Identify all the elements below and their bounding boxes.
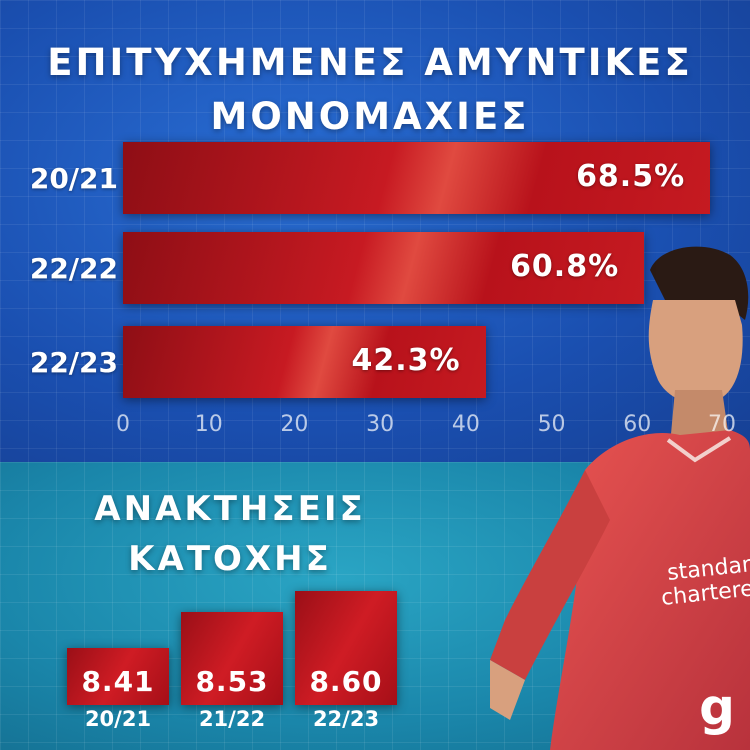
x-axis-tick-label: 0 bbox=[116, 412, 130, 437]
season-label: 20/21 bbox=[29, 162, 118, 195]
duel-bar bbox=[123, 326, 486, 398]
season-label: 22/23 bbox=[29, 346, 118, 379]
duel-bar-value-label: 42.3% bbox=[351, 343, 461, 378]
recovery-bar bbox=[181, 612, 283, 705]
season-label: 22/22 bbox=[29, 252, 118, 285]
duel-bar bbox=[123, 142, 711, 214]
duel-bar-value-label: 68.5% bbox=[576, 159, 686, 194]
x-axis-tick-label: 50 bbox=[537, 412, 566, 437]
season-label: 22/23 bbox=[312, 707, 380, 731]
season-label: 20/21 bbox=[84, 707, 152, 731]
chart-title-line-1: ΑΝΑΚΤΗΣΕΙΣ bbox=[94, 489, 366, 529]
duel-bar bbox=[123, 232, 645, 304]
chart-title-recoveries: ΑΝΑΚΤΗΣΕΙΣ ΚΑΤΟΧΗΣ bbox=[60, 484, 400, 584]
chart-title-line-2: ΜΟΝΟΜΑΧΙΕΣ bbox=[210, 95, 530, 138]
recovery-bar-value-label: 8.60 bbox=[309, 665, 383, 698]
x-axis-tick-label: 70 bbox=[708, 412, 736, 437]
recovery-bar-value-label: 8.41 bbox=[81, 665, 155, 698]
duel-bar-value-label: 60.8% bbox=[510, 249, 620, 284]
x-axis-tick-label: 60 bbox=[623, 412, 652, 437]
x-axis-tick-label: 30 bbox=[366, 412, 395, 437]
chart-title-line-2: ΚΑΤΟΧΗΣ bbox=[128, 539, 332, 579]
chart-title-line-1: ΕΠΙΤΥΧΗΜΕΝΕΣ ΑΜΥΝΤΙΚΕΣ bbox=[47, 41, 693, 84]
player-photo: standard chartered bbox=[490, 246, 750, 750]
brand-logo: g bbox=[699, 678, 735, 736]
x-axis-tick-label: 10 bbox=[194, 412, 223, 437]
recovery-bar bbox=[295, 591, 397, 705]
recovery-bar-value-label: 8.53 bbox=[195, 665, 269, 698]
recovery-bar bbox=[67, 648, 169, 705]
x-axis-tick-label: 20 bbox=[280, 412, 309, 437]
chart-title-duels: ΕΠΙΤΥΧΗΜΕΝΕΣ ΑΜΥΝΤΙΚΕΣ ΜΟΝΟΜΑΧΙΕΣ bbox=[40, 36, 700, 144]
season-label: 21/22 bbox=[198, 707, 266, 731]
x-axis-tick-label: 40 bbox=[451, 412, 480, 437]
